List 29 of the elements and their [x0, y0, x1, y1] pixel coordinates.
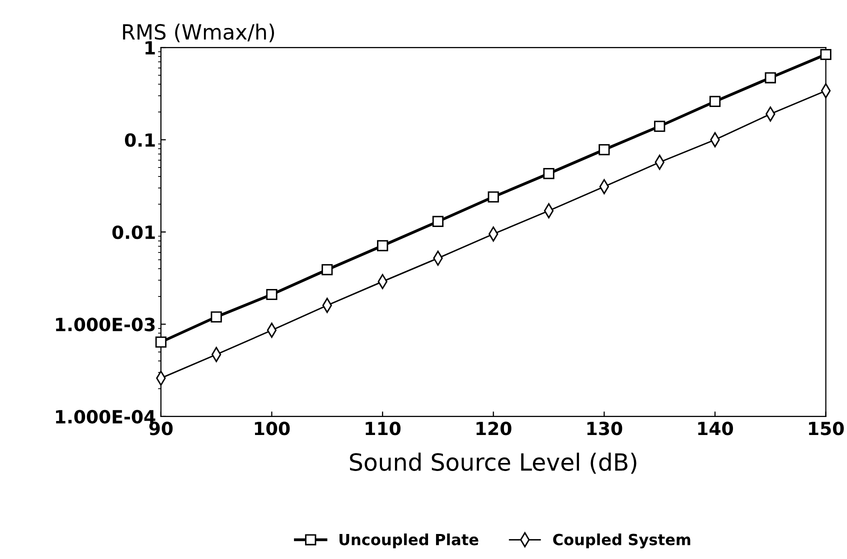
x-tick-label: 100: [254, 422, 290, 436]
y-tick-label: 1.000E-03: [56, 318, 155, 332]
y-tick-label: 0.01: [112, 225, 155, 240]
point: [709, 96, 721, 108]
y-tick-label: 0.1: [124, 133, 155, 147]
point: [155, 336, 166, 348]
point: [377, 240, 388, 252]
x-tick-label: 130: [587, 422, 622, 436]
x-tick-label: 90: [149, 422, 173, 436]
legend-label: Coupled System: [553, 534, 690, 548]
point: [210, 311, 222, 322]
point: [488, 191, 499, 202]
point: [432, 216, 444, 228]
point: [820, 48, 832, 60]
point: [598, 144, 610, 156]
legend-label: Uncoupled Plate: [340, 534, 478, 548]
point: [543, 168, 554, 180]
x-tick-label: 140: [698, 422, 733, 436]
x-tick-label: 110: [366, 422, 401, 436]
x-tick-label: 150: [809, 422, 844, 436]
y-tick-label: 1.000E-04: [56, 410, 156, 424]
point: [764, 72, 776, 84]
y-axis-title: RMS (Wmax/h): [123, 24, 274, 42]
x-tick-label: 120: [476, 422, 512, 436]
y-tick-label: 1: [146, 41, 155, 54]
x-axis-title: Sound Source Level (dB): [350, 452, 636, 474]
point: [322, 264, 333, 276]
point: [266, 288, 278, 300]
point: [654, 120, 666, 132]
